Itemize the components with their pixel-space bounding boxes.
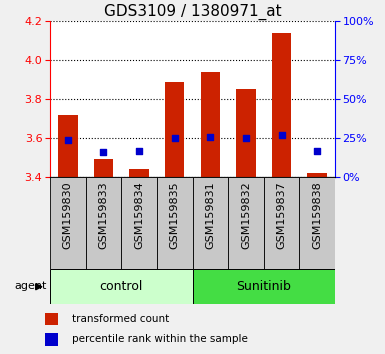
Title: GDS3109 / 1380971_at: GDS3109 / 1380971_at xyxy=(104,4,281,20)
Bar xyxy=(307,173,327,177)
Point xyxy=(314,148,320,153)
Point xyxy=(278,132,285,138)
Bar xyxy=(94,159,113,177)
Bar xyxy=(85,177,121,269)
Text: GSM159834: GSM159834 xyxy=(134,182,144,249)
Text: GSM159832: GSM159832 xyxy=(241,182,251,249)
Bar xyxy=(272,33,291,177)
Point xyxy=(100,149,107,155)
Text: Sunitinib: Sunitinib xyxy=(236,280,291,293)
Bar xyxy=(157,177,192,269)
Bar xyxy=(201,72,220,177)
Text: GSM159838: GSM159838 xyxy=(312,182,322,249)
Bar xyxy=(192,177,228,269)
Bar xyxy=(236,89,256,177)
Point xyxy=(207,134,213,139)
Text: control: control xyxy=(100,280,143,293)
Text: GSM159835: GSM159835 xyxy=(170,182,180,249)
Point xyxy=(243,135,249,141)
Bar xyxy=(45,313,58,325)
Bar xyxy=(121,177,157,269)
Text: GSM159833: GSM159833 xyxy=(99,182,109,249)
Bar xyxy=(58,115,78,177)
Text: percentile rank within the sample: percentile rank within the sample xyxy=(72,334,248,344)
Bar xyxy=(300,177,335,269)
Point xyxy=(172,135,178,141)
Bar xyxy=(50,269,192,304)
Bar xyxy=(50,177,85,269)
Bar xyxy=(192,269,335,304)
Bar xyxy=(165,81,184,177)
Bar xyxy=(45,333,58,346)
Text: agent: agent xyxy=(14,281,46,291)
Text: GSM159837: GSM159837 xyxy=(276,182,286,249)
Text: GSM159831: GSM159831 xyxy=(205,182,215,249)
Bar xyxy=(129,169,149,177)
Point xyxy=(136,148,142,153)
Text: transformed count: transformed count xyxy=(72,314,170,324)
Text: GSM159830: GSM159830 xyxy=(63,182,73,249)
Bar xyxy=(264,177,300,269)
Bar xyxy=(228,177,264,269)
Point xyxy=(65,137,71,142)
